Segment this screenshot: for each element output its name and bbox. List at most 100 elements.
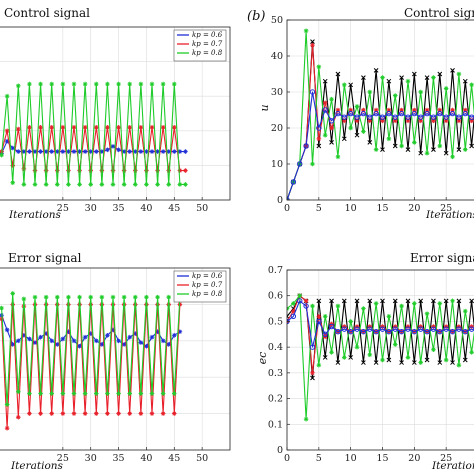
cross-marker xyxy=(456,298,462,304)
cross-marker xyxy=(341,298,347,304)
series-2 xyxy=(287,293,474,422)
star-marker xyxy=(456,362,462,368)
star-marker xyxy=(60,336,66,342)
series-group xyxy=(0,291,183,431)
star-marker xyxy=(183,149,188,154)
star-marker xyxy=(116,147,121,153)
series-1 xyxy=(0,125,188,173)
star-marker xyxy=(155,329,160,334)
star-marker xyxy=(49,338,55,344)
circle-marker xyxy=(354,114,360,120)
star-marker xyxy=(116,411,121,416)
star-marker xyxy=(424,150,430,156)
star-marker xyxy=(399,143,404,149)
circle-marker xyxy=(322,107,328,113)
y-tick-label: 0.4 xyxy=(268,342,283,353)
star-marker xyxy=(60,411,66,416)
star-marker xyxy=(354,118,360,124)
circle-marker xyxy=(430,114,437,120)
star-marker xyxy=(310,161,315,167)
star-marker xyxy=(418,89,423,95)
star-marker xyxy=(99,149,105,154)
y-tick-label: 50 xyxy=(271,15,283,26)
cross-marker xyxy=(322,78,328,84)
star-marker xyxy=(43,294,49,300)
cross-marker xyxy=(310,375,315,381)
x-axis-label: Iterations xyxy=(8,209,62,221)
star-marker xyxy=(27,149,32,154)
cross-marker xyxy=(399,75,404,80)
x-axis-label: Iterations xyxy=(10,460,64,472)
star-marker xyxy=(10,145,16,151)
star-marker xyxy=(66,182,71,187)
x-tick-label: 50 xyxy=(196,203,208,214)
star-marker xyxy=(443,86,449,91)
circle-marker xyxy=(449,110,456,117)
star-marker xyxy=(127,125,133,130)
star-marker xyxy=(316,136,322,142)
cross-marker xyxy=(462,78,468,84)
x-axis-label: Iterations xyxy=(425,209,474,221)
circle-marker xyxy=(392,114,398,120)
cross-marker xyxy=(335,360,341,365)
cross-marker xyxy=(418,150,424,156)
series-line xyxy=(287,300,474,348)
star-marker xyxy=(354,344,360,350)
star-marker xyxy=(99,168,105,173)
circle-marker xyxy=(456,326,462,332)
star-marker xyxy=(132,168,138,173)
star-marker xyxy=(38,81,43,87)
star-marker xyxy=(82,149,88,154)
star-marker xyxy=(10,163,16,168)
circle-marker xyxy=(322,331,328,337)
star-marker xyxy=(149,411,155,416)
star-marker xyxy=(469,118,474,124)
cross-marker xyxy=(380,147,385,152)
x-tick-label: 35 xyxy=(113,203,125,214)
cross-marker xyxy=(386,357,392,363)
star-marker xyxy=(171,149,177,154)
circle-marker xyxy=(373,329,379,335)
star-marker xyxy=(0,316,4,322)
x-tick-label: 40 xyxy=(140,453,152,464)
star-marker xyxy=(88,149,94,154)
star-marker xyxy=(15,83,21,89)
y-tick-label: 10 xyxy=(271,159,283,170)
cross-marker xyxy=(469,143,474,149)
series-line xyxy=(1,83,186,185)
circle-marker xyxy=(456,114,462,120)
star-marker xyxy=(386,107,392,113)
legend-label: kp = 0.6 xyxy=(192,31,223,39)
star-marker xyxy=(88,294,94,300)
star-marker xyxy=(27,81,32,87)
x-tick-label: 25 xyxy=(440,453,452,464)
star-marker xyxy=(166,149,172,154)
circle-marker xyxy=(297,298,303,304)
x-tick-label: 30 xyxy=(85,453,97,464)
star-marker xyxy=(82,391,88,396)
star-marker xyxy=(99,182,105,187)
star-marker xyxy=(127,411,133,416)
star-marker xyxy=(303,28,309,34)
star-marker xyxy=(291,301,296,306)
star-marker xyxy=(166,182,172,187)
star-marker xyxy=(121,294,127,300)
star-marker xyxy=(431,75,436,80)
star-marker xyxy=(82,81,88,87)
series-2 xyxy=(0,291,183,407)
cross-marker xyxy=(399,360,404,365)
cross-marker xyxy=(348,82,354,88)
circle-marker xyxy=(303,143,309,149)
cross-marker xyxy=(392,298,398,304)
star-marker xyxy=(431,347,436,353)
grid xyxy=(0,27,230,200)
star-marker xyxy=(405,355,411,360)
star-marker xyxy=(412,107,417,113)
star-marker xyxy=(303,416,309,422)
legend-label: kp = 0.8 xyxy=(192,49,223,57)
cross-marker xyxy=(341,136,347,142)
cross-marker xyxy=(437,360,443,365)
star-marker xyxy=(21,166,27,172)
star-marker xyxy=(105,333,110,338)
star-marker xyxy=(66,294,71,300)
